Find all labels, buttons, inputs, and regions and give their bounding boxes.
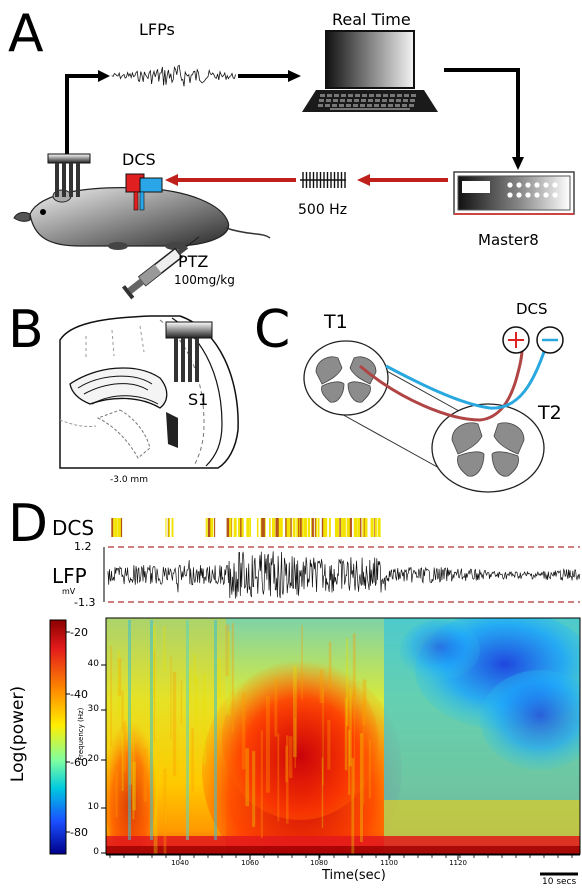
frequency-tick-label: 10 [87,802,99,812]
rat-icon [13,187,271,250]
dcs-stimulation-bars [111,518,381,537]
master8-label: Master8 [478,231,539,249]
s1-label: S1 [188,390,209,409]
dcs-electrode-icon [125,173,163,211]
dcs-lead-blue [385,351,546,410]
syringe-icon [121,236,200,300]
gray-matter-t2-icon [451,422,525,477]
colorbar-label: Log(power) [8,685,28,783]
t1-label: T1 [324,311,348,333]
lfp-label: LFPs [139,20,175,39]
colorbar-tick-label: -60 [70,756,88,769]
lfp-label-d: LFP [52,564,87,588]
master8-device-icon [453,171,575,215]
spectrogram [105,617,581,855]
panel-c-letter: C [254,300,291,360]
laptop-icon [302,30,438,112]
colorbar-tick-label: -80 [70,826,88,839]
dcs-label-d: DCS [52,516,95,540]
lfp-trace-d [107,551,581,599]
t2-label: T2 [538,402,562,424]
depth-label: -3.0 mm [110,475,148,485]
frequency-tick-label: 20 [87,754,99,764]
recording-electrode-b-icon [165,321,213,382]
frequency-tick-label: 30 [87,704,99,714]
pulse-train-icon [300,172,346,188]
lfp-ymax-label: 1.2 [74,540,92,553]
arrow-electrode-to-lfp [65,74,100,158]
time-tick-label: 1080 [310,859,328,867]
panel-d-letter: D [8,494,49,554]
frequency-tick-label: 40 [87,659,99,669]
panel-b-brain-section [59,315,239,469]
panel-d [49,518,581,876]
ptz-dose-label: 100mg/kg [174,273,235,287]
time-axis-label: Time(sec) [322,868,386,883]
time-tick-label: 1100 [380,859,398,867]
arrow-computer-to-master8 [444,68,520,158]
panel-a-letter: A [8,4,44,64]
colorbar [49,619,67,855]
dcs-lead-red [359,349,524,422]
time-tick-label: 1060 [241,859,259,867]
lfp-trace-icon [111,64,236,87]
time-tick-label: 1040 [171,859,189,867]
recording-electrode-icon [47,153,91,197]
frequency-tick-label: 0 [93,847,99,857]
realtime-label: Real Time [332,10,411,29]
frequency-500hz-label: 500 Hz [298,202,348,218]
panel-a [13,30,575,300]
colorbar-tick-label: -40 [70,688,88,701]
dcs-label-a: DCS [122,150,156,169]
scale-bar-label: 10 secs [542,877,577,887]
time-tick-label: 1120 [449,859,467,867]
ptz-label: PTZ [178,252,209,271]
panel-c-spinal-cord [303,326,564,493]
dcs-label-c: DCS [516,300,548,318]
colorbar-tick-label: -20 [70,626,88,639]
lfp-ymin-label: -1.3 [74,596,96,609]
lfp-unit-label: mV [62,587,76,596]
panel-b-letter: B [8,300,44,360]
